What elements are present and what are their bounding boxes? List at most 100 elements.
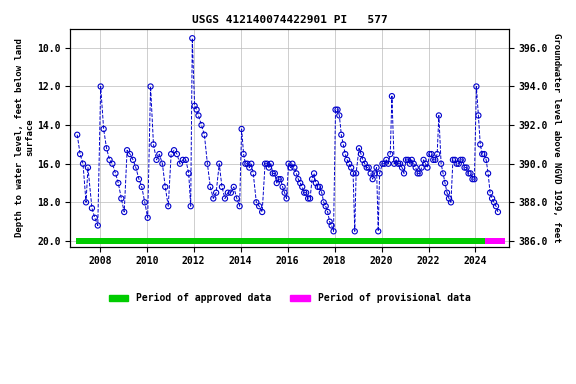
Point — [468, 176, 477, 182]
Point — [419, 157, 428, 163]
Point — [226, 190, 236, 196]
Point — [184, 170, 194, 177]
Point — [450, 157, 460, 163]
Point — [249, 170, 258, 177]
Point — [456, 157, 465, 163]
Point — [181, 157, 191, 163]
Point — [407, 157, 416, 163]
Point — [389, 161, 399, 167]
Point — [437, 161, 446, 167]
Point — [427, 151, 436, 157]
Point — [343, 157, 352, 163]
Point — [113, 180, 123, 186]
Point — [126, 151, 135, 157]
Point — [340, 151, 350, 157]
Y-axis label: Groundwater level above NGVD 1929, feet: Groundwater level above NGVD 1929, feet — [552, 33, 561, 242]
Point — [399, 170, 408, 177]
Point — [458, 157, 467, 163]
Point — [117, 195, 126, 202]
Point — [350, 228, 359, 234]
Point — [331, 107, 340, 113]
Point — [305, 195, 314, 202]
Point — [188, 35, 197, 41]
Point — [313, 184, 323, 190]
Point — [348, 170, 358, 177]
Point — [364, 164, 373, 170]
Point — [291, 170, 301, 177]
Point — [370, 170, 379, 177]
Point — [270, 170, 279, 177]
Point — [311, 180, 320, 186]
Point — [298, 184, 307, 190]
Point — [215, 161, 224, 167]
Point — [88, 205, 97, 211]
Point — [186, 203, 195, 209]
Point — [434, 113, 444, 119]
Point — [105, 157, 114, 163]
Point — [161, 184, 170, 190]
Point — [245, 164, 254, 170]
Point — [425, 151, 434, 157]
Point — [478, 151, 487, 157]
Point — [378, 161, 387, 167]
Point — [438, 170, 448, 177]
Point — [308, 176, 317, 182]
Point — [90, 215, 100, 221]
Point — [264, 164, 274, 170]
Point — [491, 203, 501, 209]
Point — [143, 215, 152, 221]
Point — [194, 113, 203, 119]
Point — [358, 157, 367, 163]
Point — [360, 161, 369, 167]
Point — [403, 157, 412, 163]
Point — [319, 199, 328, 205]
Title: USGS 412140074422901 PI   577: USGS 412140074422901 PI 577 — [192, 15, 388, 25]
Point — [172, 151, 181, 157]
Point — [282, 195, 291, 202]
Point — [284, 161, 293, 167]
Point — [276, 176, 285, 182]
Point — [192, 107, 201, 113]
Point — [442, 190, 452, 196]
Point — [178, 157, 187, 163]
Point — [164, 203, 173, 209]
Point — [372, 164, 381, 170]
Point — [470, 176, 479, 182]
Point — [323, 209, 332, 215]
Point — [274, 176, 283, 182]
Point — [232, 195, 241, 202]
Point — [158, 161, 167, 167]
Point — [102, 145, 111, 151]
Point — [366, 170, 375, 177]
Point — [108, 161, 117, 167]
Point — [257, 209, 267, 215]
Point — [483, 170, 492, 177]
Point — [211, 190, 221, 196]
Point — [247, 161, 256, 167]
Point — [482, 157, 491, 163]
Point — [362, 164, 372, 170]
Point — [448, 157, 457, 163]
Point — [374, 228, 383, 234]
Point — [329, 228, 338, 234]
Point — [243, 161, 252, 167]
Point — [386, 151, 395, 157]
Point — [78, 161, 88, 167]
Point — [335, 113, 344, 119]
Point — [304, 195, 313, 202]
Point — [347, 164, 356, 170]
Point — [166, 151, 176, 157]
Point — [99, 126, 108, 132]
Point — [393, 161, 403, 167]
Point — [462, 164, 471, 170]
Point — [290, 164, 299, 170]
Point — [409, 161, 418, 167]
Point — [396, 161, 405, 167]
Point — [431, 157, 440, 163]
Point — [490, 199, 499, 205]
Point — [333, 107, 342, 113]
Point — [175, 161, 184, 167]
Y-axis label: Depth to water level, feet below land
surface: Depth to water level, feet below land su… — [15, 38, 35, 237]
Point — [417, 164, 426, 170]
Point — [354, 145, 363, 151]
